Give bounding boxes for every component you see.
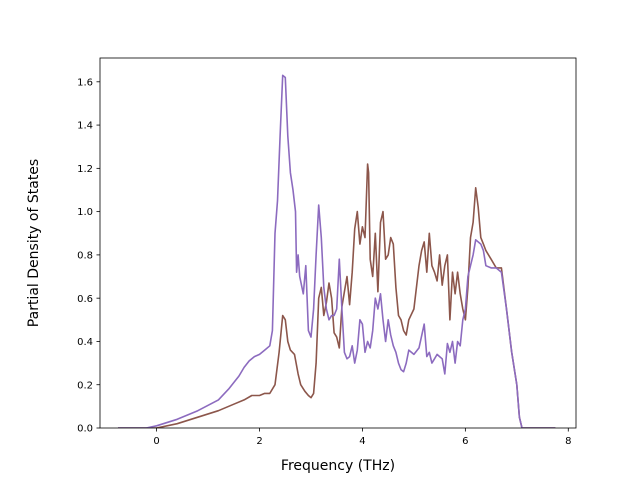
y-tick-label: 0.2 xyxy=(77,380,93,391)
y-tick-label: 0.8 xyxy=(77,251,93,262)
y-tick-label: 1.0 xyxy=(77,207,93,218)
y-tick-label: 0.6 xyxy=(77,294,93,305)
y-tick-label: 0.0 xyxy=(77,424,93,435)
y-axis-ticks: 0.0 0.2 0.4 0.6 0.8 1.0 1.2 1.4 1.6 xyxy=(77,77,100,435)
x-tick-label: 2 xyxy=(256,436,262,447)
y-tick-label: 1.4 xyxy=(77,121,93,132)
axes-frame xyxy=(99,57,577,429)
series-line-1 xyxy=(118,163,556,428)
x-axis-label: Frequency (THz) xyxy=(281,458,395,474)
axes-background xyxy=(100,58,576,428)
x-axis-ticks: 0 2 4 6 8 xyxy=(153,428,571,447)
series-line-2 xyxy=(118,74,556,428)
plot-area xyxy=(99,57,577,429)
y-tick-label: 0.4 xyxy=(77,337,93,348)
x-tick-label: 0 xyxy=(153,436,159,447)
x-tick-label: 4 xyxy=(359,436,365,447)
x-tick-label: 6 xyxy=(462,436,468,447)
x-tick-label: 8 xyxy=(565,436,571,447)
y-tick-label: 1.2 xyxy=(77,164,93,175)
y-tick-label: 1.6 xyxy=(77,77,93,88)
y-axis-label: Partial Density of States xyxy=(26,159,42,327)
series-layer xyxy=(118,74,556,428)
